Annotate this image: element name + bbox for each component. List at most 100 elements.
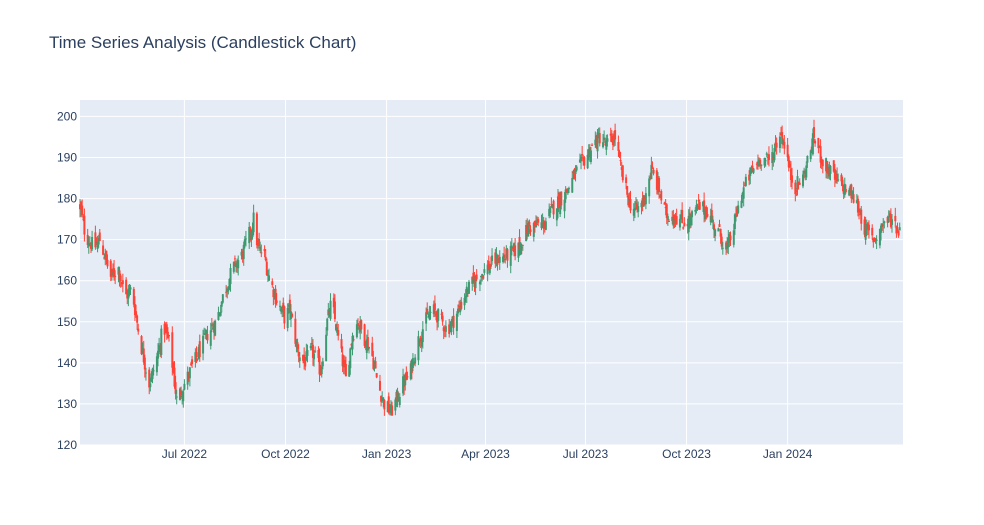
candle-body-increasing (502, 256, 505, 262)
candle-body-increasing (509, 246, 512, 266)
candle-body-increasing (613, 135, 616, 143)
candle-body-increasing (348, 364, 351, 377)
candle-body-decreasing (282, 302, 285, 311)
candle-body-decreasing (719, 228, 722, 237)
candle-body-decreasing (426, 308, 429, 315)
candle-body-decreasing (263, 248, 266, 252)
candle-body-increasing (411, 358, 414, 369)
candle-body-increasing (632, 208, 635, 216)
candle-body-increasing (342, 362, 345, 368)
candle-body-increasing (602, 142, 605, 148)
candle-body-decreasing (442, 327, 445, 332)
candle-body-increasing (532, 222, 535, 237)
candle-body-increasing (464, 295, 467, 298)
candle-body-decreasing (356, 323, 359, 326)
candle-body-increasing (878, 228, 881, 246)
candle-body-decreasing (191, 359, 194, 365)
candle-body-decreasing (520, 247, 523, 249)
candle-body-decreasing (260, 252, 263, 254)
candle-body-decreasing (751, 165, 754, 171)
candle-body-increasing (740, 200, 743, 208)
candle-body-increasing (843, 183, 846, 196)
candle-body-increasing (733, 214, 736, 230)
candle-body-decreasing (159, 346, 162, 350)
candle-body-decreasing (114, 275, 117, 278)
candle-body-increasing (351, 335, 354, 350)
candle-body-increasing (891, 219, 894, 225)
candle-body-increasing (182, 391, 185, 402)
candle-body-increasing (141, 348, 144, 352)
candle-body-decreasing (526, 226, 529, 234)
candle-body-increasing (150, 373, 153, 382)
candle-body-decreasing (419, 337, 422, 342)
candle-body-decreasing (643, 197, 646, 200)
candle-body-increasing (556, 196, 559, 212)
candle-body-decreasing (314, 350, 317, 352)
candle-body-decreasing (180, 390, 183, 395)
candle-body-increasing (486, 264, 489, 275)
candle-body-increasing (414, 357, 417, 364)
candle-body-increasing (689, 216, 692, 226)
candle-body-decreasing (572, 171, 575, 173)
candle-body-decreasing (627, 195, 630, 206)
candle-body-decreasing (258, 239, 261, 246)
candle-body-increasing (648, 178, 651, 197)
candle-body-increasing (650, 164, 653, 180)
candle-body-increasing (178, 388, 181, 400)
candle-body-increasing (637, 206, 640, 212)
x-tick-label: Oct 2022 (261, 447, 310, 461)
candle-body-increasing (659, 195, 662, 197)
candle-body-increasing (749, 167, 752, 177)
candle-body-increasing (580, 156, 583, 162)
candle-body-increasing (91, 237, 94, 250)
candle-body-increasing (727, 238, 730, 248)
candle-body-decreasing (473, 279, 476, 288)
candle-body-increasing (226, 288, 229, 293)
candle-body-increasing (478, 281, 481, 285)
candle-body-increasing (280, 309, 283, 312)
candle-body-increasing (365, 339, 368, 353)
candle-body-increasing (726, 244, 729, 249)
candle-body-decreasing (372, 357, 375, 369)
candle-body-increasing (295, 341, 298, 348)
candle-body-increasing (763, 157, 766, 166)
candle-body-decreasing (558, 192, 561, 209)
candle-body-decreasing (720, 236, 723, 247)
candle-body-decreasing (89, 245, 92, 249)
candle-body-decreasing (136, 315, 139, 323)
candle-body-increasing (491, 255, 494, 262)
x-tick-label: Apr 2023 (461, 447, 510, 461)
candle-body-increasing (680, 214, 683, 220)
candle-body-decreasing (288, 299, 291, 314)
candle-body-increasing (236, 262, 239, 268)
candle-body-decreasing (850, 184, 853, 199)
candle-body-decreasing (366, 337, 369, 350)
candle-body-increasing (750, 168, 753, 174)
candle-body-decreasing (206, 334, 209, 341)
candle-body-decreasing (496, 258, 499, 265)
candle-body-increasing (495, 253, 498, 264)
candle-body-increasing (571, 177, 574, 193)
candle-body-decreasing (249, 227, 252, 235)
candle-body-increasing (96, 241, 99, 250)
candle-body-decreasing (391, 405, 394, 416)
candle-body-decreasing (489, 264, 492, 267)
candle-body-decreasing (291, 313, 294, 317)
candle-body-decreasing (448, 324, 451, 334)
candle-body-decreasing (487, 261, 490, 270)
candle-body-increasing (127, 290, 130, 299)
candle-body-decreasing (706, 214, 709, 217)
candle-body-decreasing (413, 362, 416, 364)
candle-body-decreasing (537, 219, 540, 223)
y-tick-label: 140 (57, 356, 77, 370)
candle-body-increasing (257, 244, 260, 246)
candle-body-increasing (196, 358, 199, 361)
candle-body-decreasing (565, 188, 568, 192)
candle-body-decreasing (552, 200, 555, 215)
candle-body-increasing (589, 150, 592, 163)
candle-body-increasing (666, 216, 669, 220)
candle-body-decreasing (113, 268, 116, 277)
candle-body-increasing (389, 404, 392, 414)
candle-body-increasing (432, 304, 435, 315)
candle-body-increasing (251, 228, 254, 238)
